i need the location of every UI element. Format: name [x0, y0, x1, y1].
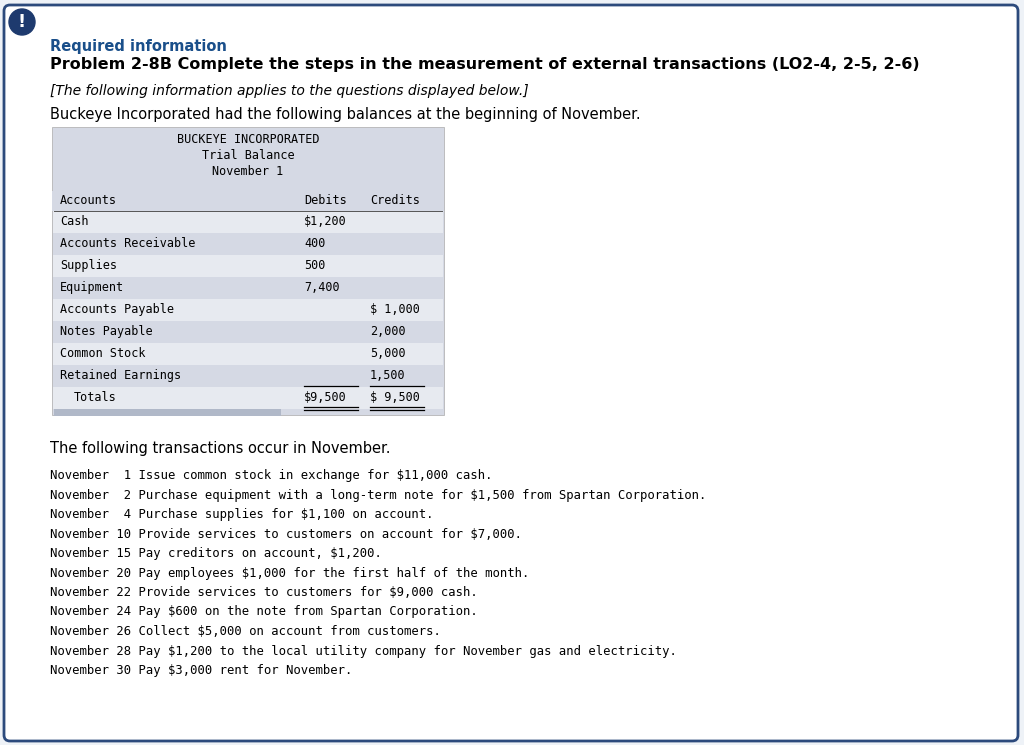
Text: [The following information applies to the questions displayed below.]: [The following information applies to th…	[50, 84, 528, 98]
Text: BUCKEYE INCORPORATED: BUCKEYE INCORPORATED	[177, 133, 319, 146]
FancyBboxPatch shape	[4, 5, 1018, 741]
Text: !: !	[18, 13, 26, 31]
Bar	[52, 127, 444, 415]
Text: November 28 Pay $1,200 to the local utility company for November gas and electri: November 28 Pay $1,200 to the local util…	[50, 644, 677, 658]
Text: November  2 Purchase equipment with a long-term note for $1,500 from Spartan Cor: November 2 Purchase equipment with a lon…	[50, 489, 707, 501]
Text: Buckeye Incorporated had the following balances at the beginning of November.: Buckeye Incorporated had the following b…	[50, 107, 641, 122]
Bar	[52, 191, 444, 211]
Text: 1,500: 1,500	[370, 369, 406, 382]
Text: Accounts: Accounts	[60, 194, 117, 207]
Text: November 15 Pay creditors on account, $1,200.: November 15 Pay creditors on account, $1…	[50, 547, 382, 560]
Text: 2,000: 2,000	[370, 325, 406, 338]
Bar	[53, 255, 443, 277]
Text: Common Stock: Common Stock	[60, 347, 145, 360]
Bar	[53, 299, 443, 321]
Text: Supplies: Supplies	[60, 259, 117, 272]
Text: $9,500: $9,500	[304, 391, 347, 404]
Text: November 22 Provide services to customers for $9,000 cash.: November 22 Provide services to customer…	[50, 586, 478, 599]
Bar	[53, 343, 443, 365]
Bar	[54, 409, 282, 416]
Text: November 1: November 1	[212, 165, 284, 178]
Text: Required information: Required information	[50, 39, 227, 54]
Text: 7,400: 7,400	[304, 281, 340, 294]
Text: Notes Payable: Notes Payable	[60, 325, 153, 338]
Text: November 26 Collect $5,000 on account from customers.: November 26 Collect $5,000 on account fr…	[50, 625, 441, 638]
Text: Retained Earnings: Retained Earnings	[60, 369, 181, 382]
Text: 500: 500	[304, 259, 326, 272]
Text: $ 1,000: $ 1,000	[370, 303, 420, 316]
Text: November 20 Pay employees $1,000 for the first half of the month.: November 20 Pay employees $1,000 for the…	[50, 566, 529, 580]
Text: $ 9,500: $ 9,500	[370, 391, 420, 404]
Bar	[53, 211, 443, 233]
Text: 5,000: 5,000	[370, 347, 406, 360]
Text: November 30 Pay $3,000 rent for November.: November 30 Pay $3,000 rent for November…	[50, 664, 352, 677]
Text: Equipment: Equipment	[60, 281, 124, 294]
Text: November  1 Issue common stock in exchange for $11,000 cash.: November 1 Issue common stock in exchang…	[50, 469, 493, 482]
Bar	[53, 387, 443, 409]
Text: November 10 Provide services to customers on account for $7,000.: November 10 Provide services to customer…	[50, 527, 522, 541]
Text: Totals: Totals	[74, 391, 117, 404]
Text: Accounts Payable: Accounts Payable	[60, 303, 174, 316]
Text: 400: 400	[304, 237, 326, 250]
Text: Problem 2-8B Complete the steps in the measurement of external transactions (LO2: Problem 2-8B Complete the steps in the m…	[50, 57, 920, 72]
Text: November 24 Pay $600 on the note from Spartan Corporation.: November 24 Pay $600 on the note from Sp…	[50, 606, 478, 618]
Text: Trial Balance: Trial Balance	[202, 149, 294, 162]
Text: Accounts Receivable: Accounts Receivable	[60, 237, 196, 250]
Circle shape	[9, 9, 35, 35]
Text: The following transactions occur in November.: The following transactions occur in Nove…	[50, 441, 390, 456]
Text: Debits: Debits	[304, 194, 347, 207]
Text: $1,200: $1,200	[304, 215, 347, 228]
Text: Cash: Cash	[60, 215, 88, 228]
Text: November  4 Purchase supplies for $1,100 on account.: November 4 Purchase supplies for $1,100 …	[50, 508, 433, 521]
Text: Credits: Credits	[370, 194, 420, 207]
